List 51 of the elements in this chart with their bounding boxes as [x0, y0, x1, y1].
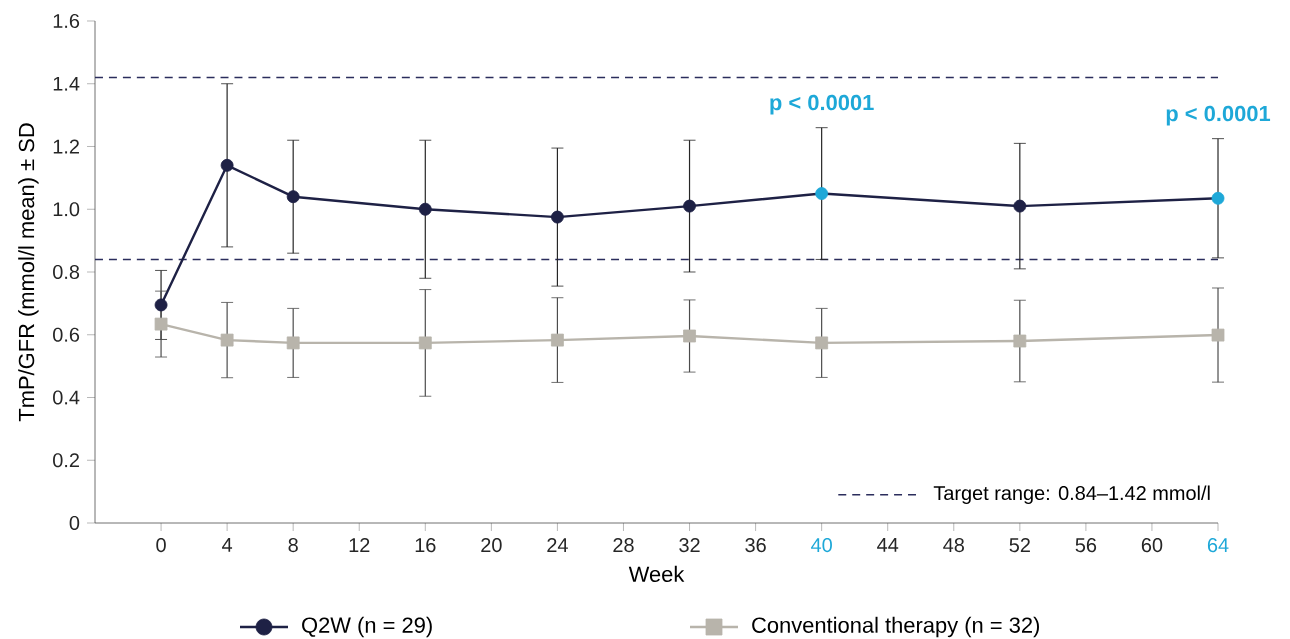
- x-tick-label: 24: [547, 538, 568, 552]
- y-axis-title: TmP/GFR (mmol/l mean) ± SD: [18, 123, 39, 422]
- point: [154, 317, 168, 331]
- point: [815, 336, 829, 350]
- point: [418, 202, 432, 216]
- x-tick-label: 52: [1009, 538, 1030, 553]
- x-tick-label: 56: [1075, 538, 1097, 553]
- y-tick-label: 1.6: [53, 13, 80, 29]
- x-tick-label: 40: [811, 538, 832, 553]
- point: [1211, 191, 1225, 205]
- point: [551, 333, 564, 347]
- y-tick-label: 0.8: [53, 264, 80, 280]
- y-tick-label: 0.4: [53, 390, 80, 405]
- point: [220, 158, 234, 172]
- legend-label: Conventional therapy (n = 32): [752, 616, 1039, 638]
- x-tick-label: 48: [943, 538, 964, 553]
- x-tick-label: 36: [745, 538, 766, 553]
- point: [154, 298, 168, 312]
- x-tick-label: 0: [156, 538, 166, 553]
- x-tick-label: 28: [613, 538, 634, 553]
- x-tick-label: 64: [1207, 538, 1229, 553]
- point: [1013, 199, 1027, 213]
- point: [418, 336, 432, 350]
- x-tick-label: 32: [679, 538, 700, 553]
- x-tick-label: 44: [877, 538, 899, 552]
- point: [683, 199, 696, 213]
- legend-label: Q2W (n = 29): [302, 616, 432, 638]
- y-tick-label: 1.2: [53, 139, 79, 154]
- point: [286, 336, 300, 350]
- point: [1013, 334, 1027, 348]
- x-axis-title: Week: [628, 565, 685, 582]
- y-tick-label: 1.0: [53, 202, 80, 217]
- x-tick-label: 12: [349, 538, 370, 552]
- point: [1211, 328, 1225, 342]
- x-tick-label: 4: [222, 538, 233, 552]
- y-tick-label: 0.2: [53, 453, 79, 468]
- annotation: p < 0.0001: [1166, 105, 1271, 126]
- x-tick-label: 20: [481, 538, 502, 553]
- y-tick-label: 1.4: [53, 76, 80, 91]
- x-tick-label: 8: [288, 538, 298, 553]
- x-tick-label: 60: [1141, 538, 1163, 553]
- annotation: p < 0.0001: [770, 94, 874, 115]
- point: [815, 187, 829, 200]
- y-tick-label: 0.6: [53, 327, 80, 342]
- legend-label: Target range: 0.84–1.42 mmol/l: [933, 485, 1210, 505]
- point: [220, 333, 234, 347]
- point: [683, 329, 696, 343]
- point: [286, 190, 300, 204]
- point: [551, 210, 564, 224]
- y-tick-label: 0: [69, 515, 80, 531]
- x-tick-label: 16: [415, 538, 436, 553]
